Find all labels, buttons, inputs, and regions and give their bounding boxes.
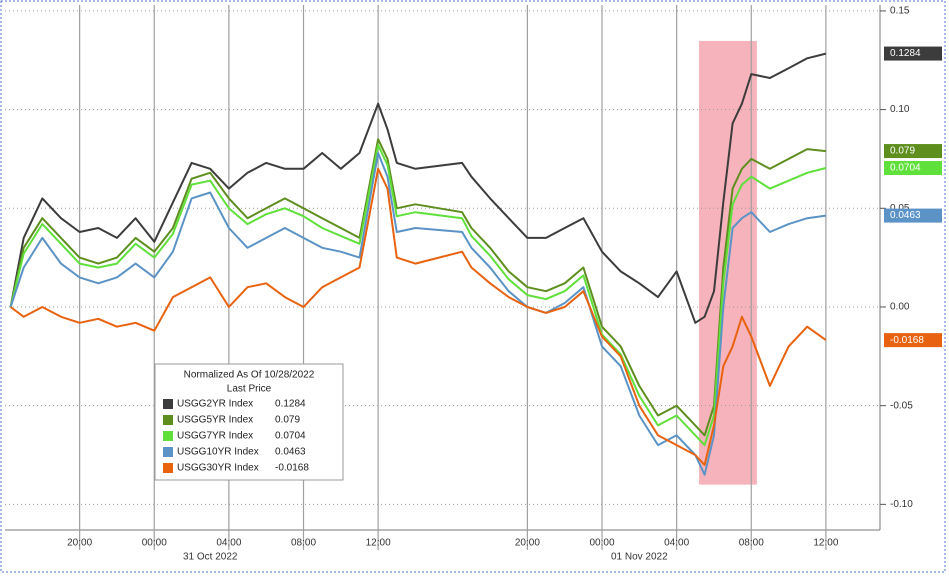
- y-tick-label: 0.15: [890, 6, 910, 17]
- last-value-box: [884, 333, 942, 348]
- x-tick-label: 04:00: [664, 538, 689, 549]
- legend-subtitle: Last Price: [227, 384, 272, 395]
- series-line: [9, 52, 827, 324]
- last-value-box: [884, 161, 942, 176]
- legend-swatch: [163, 399, 173, 409]
- legend: Normalized As Of 10/28/2022 Last Price USG…: [154, 363, 344, 481]
- x-date-label: 31 Oct 2022: [183, 552, 238, 563]
- series-line: [10, 167, 827, 466]
- x-tick-label: 12:00: [813, 538, 838, 549]
- legend-value: 0.079: [275, 415, 300, 426]
- legend-swatch: [163, 431, 173, 441]
- x-tick-label: 08:00: [739, 538, 764, 549]
- legend-value: 0.1284: [275, 399, 306, 410]
- last-value-label: 0.1284: [890, 48, 921, 59]
- legend-title: Normalized As Of 10/28/2022: [184, 370, 315, 381]
- y-tick-label: 0.10: [890, 104, 910, 115]
- legend-swatch: [163, 463, 173, 473]
- series-line: [9, 144, 827, 447]
- x-tick-label: 04:00: [216, 538, 241, 549]
- last-value-label: 0.0704: [890, 163, 921, 174]
- last-value-label: -0.0168: [890, 335, 924, 346]
- legend-value: -0.0168: [275, 463, 309, 474]
- legend-swatch: [163, 415, 173, 425]
- last-value-label: 0.079: [890, 146, 915, 157]
- x-date-label: 01 Nov 2022: [611, 552, 668, 563]
- x-tick-label: 00:00: [589, 538, 614, 549]
- legend-value: 0.0463: [275, 447, 306, 458]
- legend-label: USGG7YR Index: [177, 431, 253, 442]
- x-tick-label: 00:00: [142, 538, 167, 549]
- x-tick-label: 20:00: [67, 538, 92, 549]
- last-value-label: 0.0463: [890, 210, 921, 221]
- x-tick-label: 08:00: [291, 538, 316, 549]
- x-tick-label: 20:00: [515, 538, 540, 549]
- legend-swatch: [163, 447, 173, 457]
- x-tick-label: 12:00: [366, 538, 391, 549]
- y-tick-label: -0.10: [890, 499, 913, 510]
- legend-box: [154, 363, 344, 481]
- last-value-box: [884, 46, 942, 61]
- y-tick-label: 0.05: [890, 203, 910, 214]
- y-tick-label: 0.00: [890, 302, 910, 313]
- legend-value: 0.0704: [275, 431, 306, 442]
- y-tick-label: -0.05: [890, 400, 913, 411]
- legend-label: USGG2YR Index: [177, 399, 253, 410]
- legend-label: USGG30YR Index: [177, 463, 259, 474]
- last-value-box: [884, 144, 942, 159]
- last-value-box: [884, 208, 942, 223]
- legend-label: USGG10YR Index: [177, 447, 259, 458]
- legend-label: USGG5YR Index: [177, 415, 253, 426]
